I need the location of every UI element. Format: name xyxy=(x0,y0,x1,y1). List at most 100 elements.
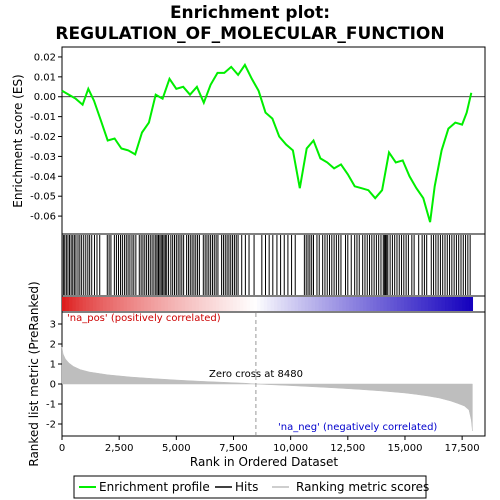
ranking-color-cell xyxy=(455,297,460,311)
ranking-color-cell xyxy=(376,297,381,311)
ranking-color-cell xyxy=(438,297,443,311)
ranking-color-cell xyxy=(161,297,166,311)
ranking-color-cell xyxy=(421,297,426,311)
ranking-color-cell xyxy=(291,297,296,311)
metric-y-tick-label: 1 xyxy=(50,360,56,371)
ranking-color-cell xyxy=(410,297,415,311)
es-y-tick-label: -0.06 xyxy=(30,212,56,223)
es-y-tick-label: -0.03 xyxy=(30,152,56,163)
ranking-color-cell xyxy=(150,297,155,311)
ranking-color-cell xyxy=(321,297,326,311)
ranking-color-cell xyxy=(383,297,388,311)
ranking-color-cell xyxy=(404,297,409,311)
ranking-color-cell xyxy=(328,297,333,311)
ranking-color-cell xyxy=(390,297,395,311)
ranking-color-cell xyxy=(294,297,299,311)
metric-y-tick-label: 2 xyxy=(50,340,56,351)
x-tick-label: 12,500 xyxy=(330,443,365,454)
ranking-color-cell xyxy=(417,297,422,311)
x-tick-label: 0 xyxy=(59,443,65,454)
x-tick-label: 2,500 xyxy=(105,443,134,454)
metric-panel-frame xyxy=(61,311,486,437)
ranking-color-cell xyxy=(226,297,231,311)
ranking-color-cell xyxy=(130,297,135,311)
ranking-color-cell xyxy=(212,297,217,311)
x-tick-label: 17,500 xyxy=(445,443,480,454)
ranking-color-cell xyxy=(154,297,159,311)
ranking-color-cell xyxy=(188,297,193,311)
ranking-color-cell xyxy=(205,297,210,311)
ranking-color-cell xyxy=(209,297,214,311)
ranking-color-cell xyxy=(229,297,234,311)
ranking-color-cell xyxy=(335,297,340,311)
ranking-color-cell xyxy=(287,297,292,311)
ranking-color-cell xyxy=(342,297,347,311)
hits-panel xyxy=(61,233,486,297)
ranking-color-cell xyxy=(75,297,80,311)
ranking-color-cell xyxy=(126,297,131,311)
ranking-color-cell xyxy=(181,297,186,311)
ranking-color-bar xyxy=(61,295,486,313)
ranking-color-cell xyxy=(427,297,432,311)
ranking-color-cell xyxy=(339,297,344,311)
ranking-color-cell xyxy=(274,297,279,311)
ranking-color-cell xyxy=(267,297,272,311)
ranking-color-cell xyxy=(277,297,282,311)
ranking-color-cell xyxy=(325,297,330,311)
metric-y-tick-label: -2 xyxy=(46,420,56,431)
metric-panel: 3 2 1 0 -1 -2 'na_pos' (positively correlated… xyxy=(27,281,486,467)
ranking-color-cell xyxy=(260,297,265,311)
ranking-color-cell xyxy=(352,297,357,311)
ranking-color-cell xyxy=(89,297,94,311)
legend-label-hits: Hits xyxy=(235,480,258,494)
ranking-color-cell xyxy=(270,297,275,311)
legend: Enrichment profile Hits Ranking metric s… xyxy=(73,475,429,499)
ranking-color-cell xyxy=(185,297,190,311)
x-tick-label: 10,000 xyxy=(273,443,308,454)
ranking-color-cell xyxy=(222,297,227,311)
ranking-color-cell xyxy=(397,297,402,311)
ranking-color-cell xyxy=(465,297,470,311)
ranking-color-cell xyxy=(99,297,104,311)
ranking-metric-area xyxy=(61,346,473,432)
ranking-color-cell xyxy=(431,297,436,311)
ranking-color-cell xyxy=(311,297,316,311)
ranking-color-cell xyxy=(96,297,101,311)
ranking-color-cell xyxy=(198,297,203,311)
ranking-color-cell xyxy=(356,297,361,311)
metric-y-tick-label: 0 xyxy=(50,380,56,391)
ranking-color-cell xyxy=(380,297,385,311)
ranking-color-cell xyxy=(345,297,350,311)
ranking-color-cell xyxy=(469,297,474,311)
ranking-color-cell xyxy=(386,297,391,311)
ranking-color-cell xyxy=(195,297,200,311)
es-panel-frame xyxy=(61,46,486,235)
es-y-axis-label: Enrichment score (ES) xyxy=(11,74,25,207)
ranking-color-cell xyxy=(202,297,207,311)
ranking-color-cell xyxy=(315,297,320,311)
ranking-color-cell xyxy=(171,297,176,311)
chart-title-line2: REGULATION_OF_MOLECULAR_FUNCTION xyxy=(55,24,444,44)
ranking-color-cell xyxy=(178,297,183,311)
ranking-color-cell xyxy=(280,297,285,311)
legend-frame xyxy=(73,475,427,499)
es-y-tick-label: -0.02 xyxy=(30,132,56,143)
ranking-color-cell xyxy=(133,297,138,311)
es-y-tick-label: -0.05 xyxy=(30,192,56,203)
ranking-color-cell xyxy=(424,297,429,311)
ranking-color-cell xyxy=(458,297,463,311)
neg-correlated-label: 'na_neg' (negatively correlated) xyxy=(278,422,437,433)
ranking-color-cell xyxy=(113,297,118,311)
ranking-color-cell xyxy=(297,297,303,311)
ranking-color-cell xyxy=(144,297,149,311)
ranking-color-cell xyxy=(445,297,450,311)
ranking-color-cell xyxy=(301,297,306,311)
ranking-color-cell xyxy=(400,297,405,311)
ranking-color-cell xyxy=(191,297,196,311)
ranking-color-cell xyxy=(120,297,125,311)
ranking-color-cell xyxy=(393,297,398,311)
ranking-color-cell xyxy=(448,297,453,311)
zero-cross-label: Zero cross at 8480 xyxy=(209,369,303,380)
es-y-tick-label: 0.02 xyxy=(34,52,56,63)
